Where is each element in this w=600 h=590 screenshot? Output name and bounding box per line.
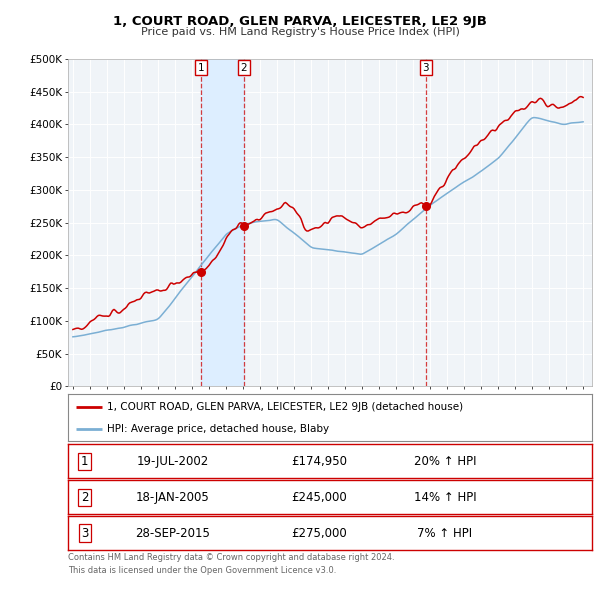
Text: 2: 2	[241, 63, 247, 73]
Text: 3: 3	[422, 63, 429, 73]
Text: This data is licensed under the Open Government Licence v3.0.: This data is licensed under the Open Gov…	[68, 566, 336, 575]
Text: 2: 2	[81, 491, 88, 504]
Text: HPI: Average price, detached house, Blaby: HPI: Average price, detached house, Blab…	[107, 424, 329, 434]
Text: 1, COURT ROAD, GLEN PARVA, LEICESTER, LE2 9JB: 1, COURT ROAD, GLEN PARVA, LEICESTER, LE…	[113, 15, 487, 28]
Text: £174,950: £174,950	[291, 455, 347, 468]
Text: Price paid vs. HM Land Registry's House Price Index (HPI): Price paid vs. HM Land Registry's House …	[140, 27, 460, 37]
Text: 7% ↑ HPI: 7% ↑ HPI	[418, 527, 472, 540]
Text: 19-JUL-2002: 19-JUL-2002	[136, 455, 209, 468]
Text: 1: 1	[198, 63, 205, 73]
Text: 14% ↑ HPI: 14% ↑ HPI	[413, 491, 476, 504]
Text: 3: 3	[81, 527, 88, 540]
Text: 20% ↑ HPI: 20% ↑ HPI	[413, 455, 476, 468]
Text: £245,000: £245,000	[292, 491, 347, 504]
Text: £275,000: £275,000	[292, 527, 347, 540]
Text: Contains HM Land Registry data © Crown copyright and database right 2024.: Contains HM Land Registry data © Crown c…	[68, 553, 394, 562]
Bar	[201, 59, 244, 386]
Text: 1: 1	[81, 455, 88, 468]
Text: 1, COURT ROAD, GLEN PARVA, LEICESTER, LE2 9JB (detached house): 1, COURT ROAD, GLEN PARVA, LEICESTER, LE…	[107, 402, 463, 412]
Text: 18-JAN-2005: 18-JAN-2005	[136, 491, 209, 504]
Text: 28-SEP-2015: 28-SEP-2015	[135, 527, 210, 540]
